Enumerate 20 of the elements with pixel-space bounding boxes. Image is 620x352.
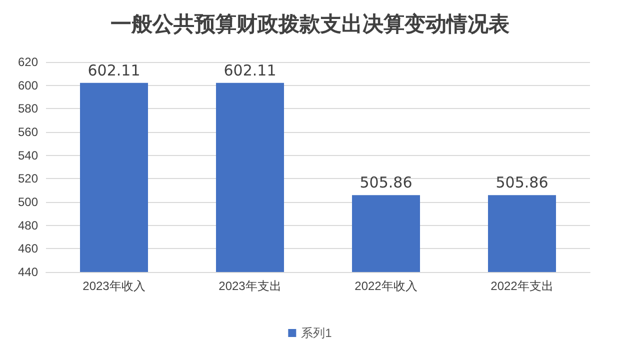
y-tick-label: 520: [18, 172, 38, 186]
legend-label: 系列1: [301, 326, 332, 340]
y-tick-label: 560: [18, 125, 38, 139]
data-label: 602.11: [88, 61, 140, 80]
y-tick-label: 440: [18, 265, 38, 279]
y-tick-label: 540: [18, 148, 38, 162]
y-tick-label: 460: [18, 242, 38, 256]
data-label: 505.86: [496, 174, 548, 192]
y-tick-label: 580: [18, 102, 38, 116]
x-tick-label: 2022年收入: [354, 279, 418, 293]
y-tick-label: 480: [18, 218, 38, 232]
data-label: 505.86: [360, 174, 412, 192]
y-tick-label: 620: [18, 55, 38, 69]
chart-title: 一般公共预算财政拨款支出决算变动情况表: [110, 11, 510, 36]
data-label: 602.11: [224, 61, 276, 80]
y-tick-label: 600: [18, 78, 38, 92]
x-tick-label: 2022年支出: [490, 279, 554, 293]
y-tick-label: 500: [18, 195, 38, 209]
x-tick-label: 2023年支出: [218, 279, 282, 293]
x-tick-label: 2023年收入: [82, 279, 146, 293]
